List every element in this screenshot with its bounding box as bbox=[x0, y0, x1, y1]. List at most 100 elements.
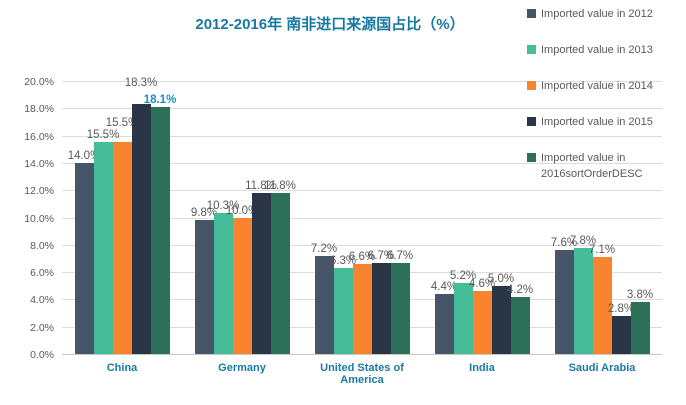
legend-swatch bbox=[527, 153, 536, 162]
y-tick-label: 14.0% bbox=[24, 157, 54, 170]
x-axis: China Germany United States of America Indi… bbox=[62, 362, 662, 386]
gridline bbox=[62, 81, 662, 82]
x-tick-label: China bbox=[106, 362, 138, 374]
data-label: 7.6% bbox=[550, 237, 578, 250]
x-tick-label: Germany bbox=[218, 362, 266, 374]
legend-item: Imported value in 2012 bbox=[527, 6, 684, 22]
x-tick-label: Saudi Arabia bbox=[568, 362, 636, 374]
legend-swatch bbox=[527, 81, 536, 90]
data-label: 10.0% bbox=[225, 204, 259, 217]
bar bbox=[150, 106, 170, 354]
data-label: 5.2% bbox=[449, 270, 477, 283]
data-label: 14.0% bbox=[67, 149, 101, 162]
data-label: 9.8% bbox=[190, 207, 218, 220]
y-tick-label: 0.0% bbox=[30, 349, 54, 361]
data-label: 11.8% bbox=[245, 179, 277, 192]
gridline bbox=[62, 354, 662, 355]
y-tick-label: 8.0% bbox=[30, 239, 54, 252]
bar bbox=[453, 283, 473, 354]
gridline bbox=[62, 135, 662, 137]
gridline bbox=[62, 108, 662, 110]
bar-group: 9.8% 10.3% 10.0% 11.8% 11.8% bbox=[182, 82, 302, 355]
y-tick-label: 12.0% bbox=[24, 185, 54, 198]
data-label: 2.8% bbox=[607, 302, 635, 315]
legend-label: Imported value in 2013 bbox=[541, 44, 653, 56]
data-label: 15.5% bbox=[86, 129, 120, 142]
data-label: 4.4% bbox=[430, 280, 458, 293]
data-label: 3.8% bbox=[626, 289, 654, 302]
legend-label: Imported value in 2016sortOrderDESC bbox=[541, 152, 643, 180]
bar bbox=[270, 192, 290, 354]
legend-item: Imported value in 2014 bbox=[527, 78, 684, 94]
plot-area: 14.0% 15.5% 15.5% 18.3% 18.1% 9.8% 10.3% 10.0% 1… bbox=[62, 77, 662, 355]
legend-swatch bbox=[527, 45, 536, 54]
bar bbox=[630, 302, 650, 354]
chart-title: 2012-2016年 南非进口来源国占比（%） bbox=[195, 16, 465, 33]
data-label: 4.2% bbox=[506, 283, 534, 296]
legend-label: Imported value in 2015 bbox=[541, 116, 653, 128]
legend-swatch bbox=[527, 117, 536, 126]
data-label: 6.7% bbox=[367, 249, 395, 262]
gridline bbox=[62, 244, 662, 246]
legend-item: Imported value in 2013 bbox=[527, 42, 684, 58]
gridline bbox=[62, 190, 662, 192]
bar-group: 7.6% 7.8% 7.1% 2.8% 3.8% bbox=[542, 82, 662, 355]
gridline bbox=[62, 217, 662, 219]
bar bbox=[314, 255, 334, 354]
bar-group: 14.0% 15.5% 15.5% 18.3% 18.1% bbox=[62, 77, 182, 355]
legend-label: Imported value in 2014 bbox=[541, 80, 653, 92]
legend-item: Imported value in 2016sortOrderDESC bbox=[527, 150, 684, 182]
bar-group: 7.2% 6.3% 6.6% 6.7% 6.7% bbox=[302, 82, 422, 355]
data-label: 6.7% bbox=[386, 249, 414, 262]
data-label: 10.3% bbox=[206, 200, 240, 213]
bar bbox=[491, 285, 511, 354]
y-tick-label: 6.0% bbox=[30, 267, 54, 280]
data-label: 18.1% bbox=[143, 93, 177, 106]
data-label: 7.8% bbox=[569, 234, 597, 247]
bar bbox=[194, 220, 214, 354]
y-tick-label: 2.0% bbox=[30, 321, 54, 334]
bar bbox=[131, 104, 151, 354]
y-tick-label: 18.0% bbox=[24, 103, 54, 116]
legend: Imported value in 2012 Imported value in … bbox=[527, 6, 684, 182]
data-label: 11.8% bbox=[264, 179, 296, 192]
data-label: 7.2% bbox=[310, 242, 338, 255]
bar bbox=[112, 142, 132, 354]
bar bbox=[390, 262, 410, 354]
data-label: 15.5% bbox=[105, 117, 139, 130]
bar bbox=[434, 293, 454, 354]
bar bbox=[213, 213, 233, 354]
bar bbox=[74, 162, 94, 354]
bar bbox=[352, 263, 372, 354]
bar bbox=[611, 315, 631, 354]
data-label: 4.6% bbox=[468, 278, 496, 291]
bar bbox=[232, 217, 252, 354]
y-tick-label: 16.0% bbox=[24, 130, 54, 143]
data-label: 6.6% bbox=[348, 250, 376, 263]
x-tick-label: India bbox=[469, 362, 495, 374]
bar bbox=[510, 296, 530, 354]
legend-swatch bbox=[527, 9, 536, 18]
data-label: 18.3% bbox=[124, 77, 158, 90]
y-tick-label: 4.0% bbox=[30, 294, 54, 307]
legend-label: Imported value in 2012 bbox=[541, 8, 653, 20]
bar-group: 4.4% 5.2% 4.6% 5.0% 4.2% bbox=[422, 82, 542, 355]
data-label: 7.1% bbox=[588, 244, 616, 257]
x-tick-label: United States of America bbox=[320, 362, 404, 386]
y-axis: 0.0% 2.0% 4.0% 6.0% 8.0% 10.0% 12.0% 14.0% 16.0%… bbox=[0, 76, 54, 361]
bar bbox=[472, 291, 492, 354]
y-tick-label: 10.0% bbox=[24, 212, 54, 225]
y-tick-label: 20.0% bbox=[24, 76, 54, 88]
bar bbox=[554, 250, 574, 354]
bar bbox=[93, 142, 113, 354]
gridline bbox=[62, 162, 662, 164]
legend-item: Imported value in 2015 bbox=[527, 114, 684, 130]
bar bbox=[371, 262, 391, 354]
bar bbox=[573, 247, 593, 354]
bar bbox=[592, 257, 612, 354]
data-label: 5.0% bbox=[487, 272, 515, 285]
bar bbox=[333, 268, 353, 354]
data-label: 6.3% bbox=[329, 255, 357, 267]
bar bbox=[251, 192, 271, 354]
